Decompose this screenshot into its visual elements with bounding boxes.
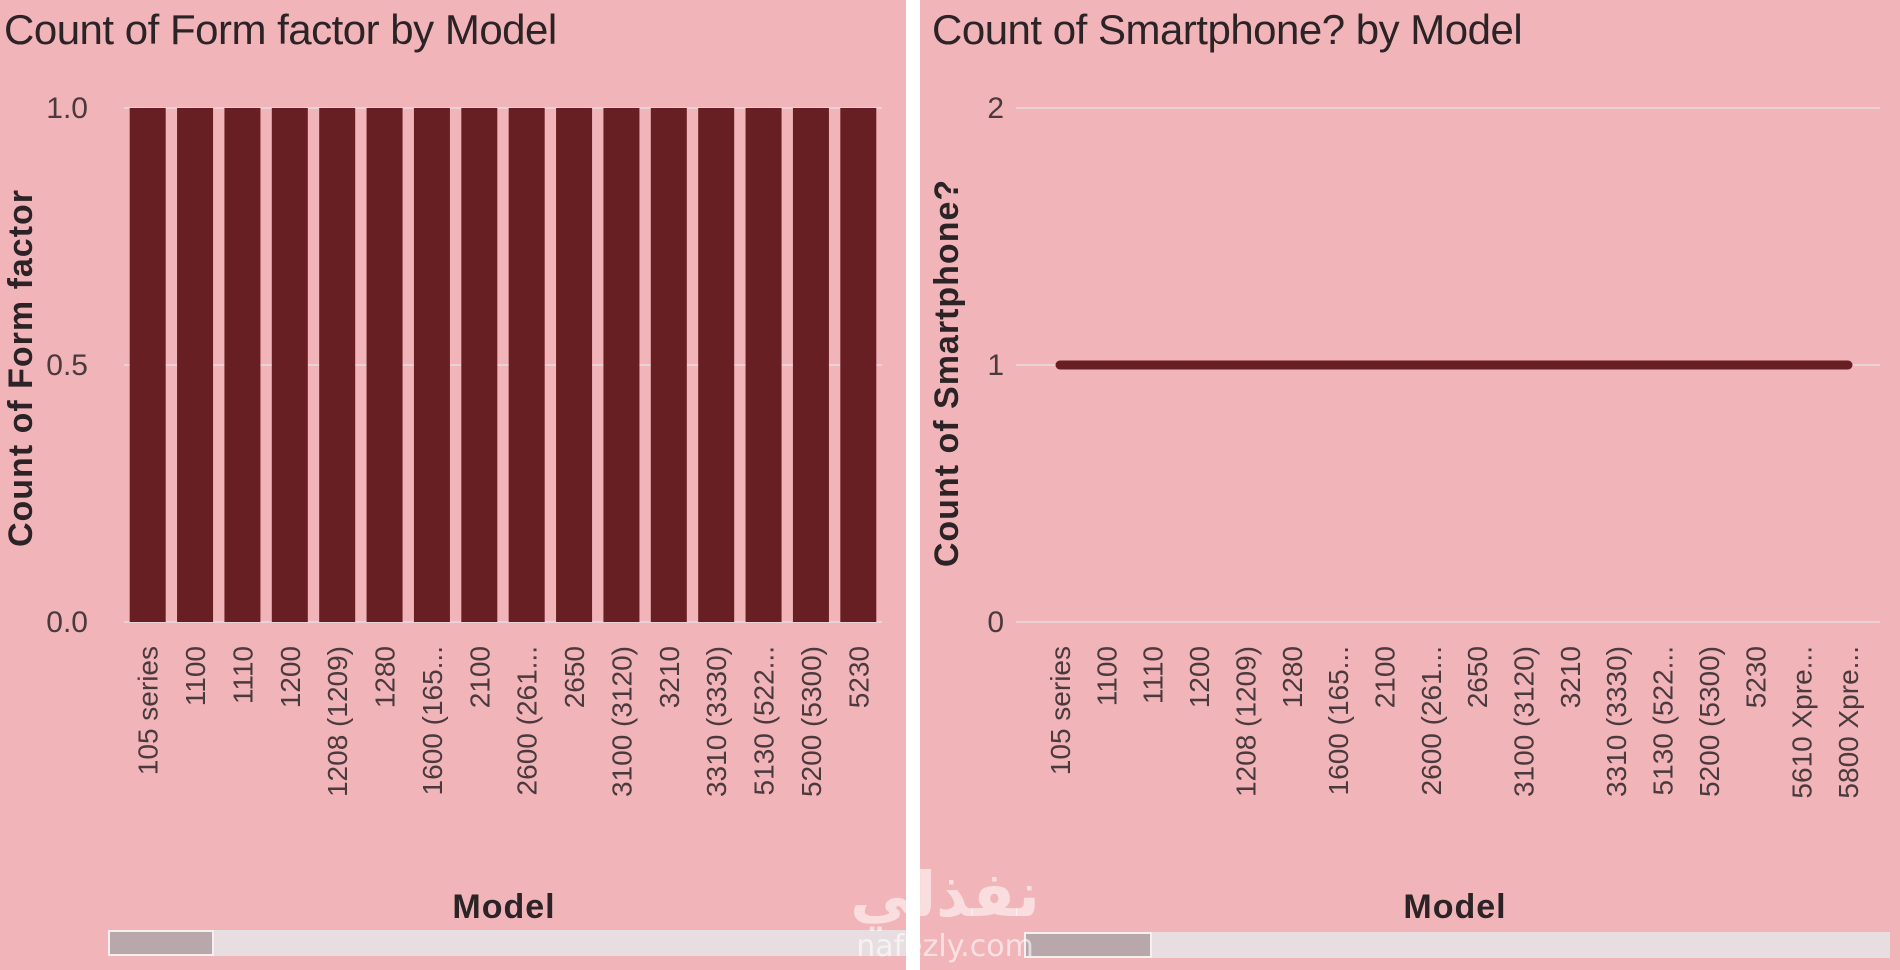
x-axis-title: Model: [1403, 888, 1506, 926]
x-tick-label: 2600 (261...: [512, 646, 543, 795]
data-point[interactable]: [1057, 362, 1063, 368]
bar[interactable]: [650, 108, 687, 622]
bar[interactable]: [698, 108, 735, 622]
bar[interactable]: [224, 108, 261, 622]
bar-series[interactable]: [129, 108, 877, 622]
data-point[interactable]: [1427, 362, 1434, 368]
x-tick-label: 1600 (165...: [417, 646, 448, 795]
y-tick-label: 0.0: [46, 606, 88, 639]
scrollbar-thumb[interactable]: [1024, 932, 1152, 958]
x-tick-label: 1600 (165...: [1323, 646, 1354, 795]
x-axis-title: Model: [452, 888, 555, 926]
horizontal-scrollbar[interactable]: [1024, 932, 1890, 958]
bar[interactable]: [745, 108, 782, 622]
x-tick-label: 1208 (1209): [322, 646, 353, 797]
bar[interactable]: [840, 108, 877, 622]
x-tick-label: 5200 (5300): [796, 646, 827, 797]
y-tick-label: 0: [987, 606, 1004, 639]
x-tick-label: 105 series: [133, 646, 164, 775]
data-point[interactable]: [1288, 362, 1295, 368]
data-point[interactable]: [1103, 362, 1110, 368]
chart-title: Count of Form factor by Model: [4, 6, 557, 53]
bar[interactable]: [129, 108, 166, 622]
bar[interactable]: [508, 108, 545, 622]
x-tick-label: 5130 (522...: [749, 646, 780, 795]
data-point[interactable]: [1798, 362, 1805, 368]
x-tick-label: 2100: [464, 646, 495, 708]
x-tick-label: 105 series: [1045, 646, 1076, 775]
y-axis-ticks: 0.0 0.5 1.0: [46, 92, 88, 639]
bar[interactable]: [413, 108, 450, 622]
y-tick-label: 1: [987, 349, 1004, 382]
chart-title: Count of Smartphone? by Model: [932, 6, 1523, 53]
data-point[interactable]: [1149, 362, 1156, 368]
bar[interactable]: [319, 108, 356, 622]
data-point[interactable]: [1613, 362, 1620, 368]
x-tick-label: 3310 (3330): [1601, 646, 1632, 797]
x-tick-label: 5800 Xpre...: [1833, 646, 1864, 799]
data-point[interactable]: [1520, 362, 1527, 368]
y-axis-ticks: 0 1 2: [987, 92, 1004, 639]
bar[interactable]: [366, 108, 403, 622]
x-tick-label: 3100 (3120): [1509, 646, 1540, 797]
scrollbar-thumb[interactable]: [108, 930, 214, 956]
x-axis-ticks: 105 series 1100 1110 1200 1208 (1209) 1280 160…: [133, 646, 875, 797]
bar[interactable]: [792, 108, 829, 622]
x-tick-label: 1110: [227, 646, 258, 704]
x-tick-label: 5200 (5300): [1694, 646, 1725, 797]
y-tick-label: 2: [987, 92, 1004, 125]
bar[interactable]: [556, 108, 593, 622]
x-tick-label: 1100: [1091, 646, 1122, 706]
x-tick-label: 3210: [654, 646, 685, 708]
bar[interactable]: [603, 108, 640, 622]
horizontal-scrollbar[interactable]: [108, 930, 906, 956]
x-tick-label: 1280: [1277, 646, 1308, 708]
line-series[interactable]: [1055, 360, 1853, 370]
data-point[interactable]: [1335, 362, 1342, 368]
x-tick-label: 3210: [1555, 646, 1586, 708]
chart-panel-smartphone: Count of Smartphone? by Model 0 1 2 105 se…: [920, 0, 1900, 970]
bar-chart[interactable]: 0.0 0.5 1.0 105 series 1100 1110 1200 1208 (12…: [0, 0, 906, 970]
bar[interactable]: [461, 108, 498, 622]
x-tick-label: 5230: [843, 646, 874, 708]
line-chart[interactable]: 0 1 2 105 series 1100 1110 1200 1208 (1209) 128…: [920, 0, 1900, 970]
x-tick-label: 5230: [1740, 646, 1771, 708]
data-point[interactable]: [1381, 362, 1388, 368]
y-tick-label: 1.0: [46, 92, 88, 125]
data-point[interactable]: [1196, 362, 1203, 368]
x-tick-label: 1200: [1184, 646, 1215, 708]
y-axis-title: Count of Smartphone?: [928, 179, 966, 567]
y-axis-title: Count of Form factor: [2, 189, 40, 547]
data-point[interactable]: [1845, 362, 1851, 368]
x-tick-label: 5610 Xpre...: [1787, 646, 1818, 799]
bar[interactable]: [177, 108, 214, 622]
x-tick-label: 3310 (3330): [701, 646, 732, 797]
x-tick-label: 3100 (3120): [606, 646, 637, 797]
bar[interactable]: [271, 108, 308, 622]
x-tick-label: 5130 (522...: [1648, 646, 1679, 795]
x-tick-label: 1200: [275, 646, 306, 708]
x-tick-label: 1110: [1138, 646, 1169, 704]
data-point[interactable]: [1705, 362, 1712, 368]
y-tick-label: 0.5: [46, 349, 88, 382]
x-tick-label: 2600 (261...: [1416, 646, 1447, 795]
data-point[interactable]: [1659, 362, 1666, 368]
data-point[interactable]: [1242, 362, 1249, 368]
x-tick-label: 2650: [1462, 646, 1493, 708]
x-tick-label: 1208 (1209): [1230, 646, 1261, 797]
x-tick-label: 1280: [370, 646, 401, 708]
x-tick-label: 2100: [1369, 646, 1400, 708]
chart-panel-form-factor: Count of Form factor by Model 0.0 0.5 1.0 …: [0, 0, 906, 970]
data-point[interactable]: [1752, 362, 1759, 368]
x-axis-ticks: 105 series 1100 1110 1200 1208 (1209) 1280 160…: [1045, 646, 1864, 799]
data-point[interactable]: [1566, 362, 1573, 368]
x-tick-label: 2650: [559, 646, 590, 708]
x-tick-label: 1100: [180, 646, 211, 706]
data-point[interactable]: [1474, 362, 1481, 368]
